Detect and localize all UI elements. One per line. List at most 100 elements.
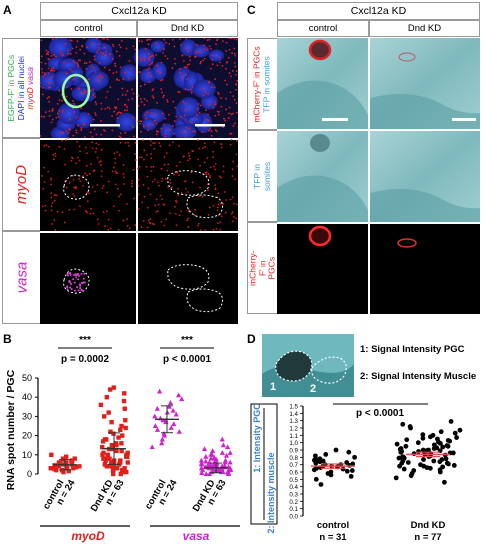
b-point [98,402,104,408]
panel-c-col-control: control [277,20,369,37]
b-point [199,470,205,476]
d-point [421,457,426,462]
panel-c-micrographs [277,38,480,314]
a-pgc-outline-vasa-dndkd-2 [186,288,224,313]
b-ytick-label: 30 [22,411,32,421]
d-point [442,479,447,485]
label-vasa: vasa [25,66,36,85]
d-point [430,432,436,438]
d-point [344,468,350,474]
b-point [63,454,69,459]
panel-a-row3-label-box: vasa [2,231,40,324]
d-region-2-label: 2 [310,383,316,395]
b-point [111,431,116,436]
d-ytick-label: 0.7 [289,462,298,469]
b-point [105,452,110,457]
d-point [435,436,440,442]
b-point [118,458,123,463]
b-point [118,427,123,433]
b-point [48,466,53,471]
b-ylabel: RNA spot number / PGC [5,369,17,490]
d-point [350,461,356,467]
d-point [431,442,437,448]
d-point [340,466,346,472]
b-point [114,448,119,454]
b-point [210,448,216,453]
d-point [420,447,426,453]
d-point [444,443,450,448]
b-point [154,405,160,411]
d-ytick-label: 1.2 [289,426,298,433]
d-point [405,460,411,465]
panel-d-chart: 1: Intensity PGC 2: Intensity muscle 0.0… [250,398,463,543]
b-point [225,444,231,450]
d-point [318,482,324,487]
d-point [440,464,446,470]
d-point [418,462,423,468]
d-point [415,440,421,446]
b-point [109,419,114,425]
a-image-vasa-control [40,233,136,324]
d-point [349,468,355,473]
d-point [317,456,323,462]
d-ytick-label: 0.6 [289,470,298,477]
d-xlabel-1: control [317,520,349,531]
b-point [119,441,124,446]
panel-c-header: Cxcl12a KD [277,2,480,20]
panel-d-thumbnail: 1 2 [262,334,354,397]
a-scale-bar-control [90,124,120,127]
b-pval-1: p = 0.0002 [61,354,110,365]
d-ytick-label: 1.3 [289,418,298,425]
b-point [167,400,174,405]
b-point [108,429,113,434]
b-point [121,398,127,404]
d-point [346,449,352,455]
b-point [64,460,69,465]
b-point [109,443,115,448]
b-point [114,466,120,471]
a-pgc-outline-myod-dndkd-2 [186,194,224,219]
d-point [426,447,431,453]
d-ytick-label: 0.2 [289,499,298,506]
b-ytick-label: 40 [22,392,32,402]
b-point [104,437,109,442]
d-point [445,438,451,443]
b-point [101,414,107,419]
b-ytick-label: 50 [22,373,32,383]
b-sig-2: *** [181,335,193,346]
panel-a-micrographs [40,38,238,324]
d-point [404,437,410,443]
d-point [393,475,399,481]
d-ytick-label: 0.9 [289,448,298,455]
b-point [123,418,128,423]
c-pgc-cell-control [308,39,332,61]
b-point [60,456,66,461]
label-myod: myoD [25,87,36,110]
b-point [173,411,179,417]
panel-c-row2-label: TFP in somites [252,161,272,191]
d-point [348,474,354,479]
b-point [123,425,128,431]
d-ylabel-bottom: 2: Intensity muscle [266,452,276,533]
b-point [154,427,161,432]
panel-c-row3-label: mCherry-F' in PGCs [247,250,277,286]
b-pval-2: p < 0.0001 [163,354,212,365]
panel-c-row1-label-box: mCherry-F' in PGCs TFP in somites [247,38,277,130]
d-ytick-label: 0.3 [289,492,298,499]
d-point [452,430,458,436]
panel-a-row2-label-box: myoD [2,138,40,231]
d-point [352,454,358,460]
d-legend-1: 1: Signal Intensity PGC [360,344,465,355]
a-pgc-cell [61,73,91,109]
b-point [222,457,229,463]
b-point [159,440,165,446]
d-point [400,421,406,427]
b-sig-1: *** [79,335,91,346]
d-xlabel-1-n: n = 31 [319,532,347,543]
b-point [219,436,225,442]
d-xlabel-2-n: n = 77 [414,532,441,543]
b-point [77,464,82,469]
b-point [71,466,76,471]
b-ytick-label: 20 [22,431,32,441]
b-point [152,423,158,428]
